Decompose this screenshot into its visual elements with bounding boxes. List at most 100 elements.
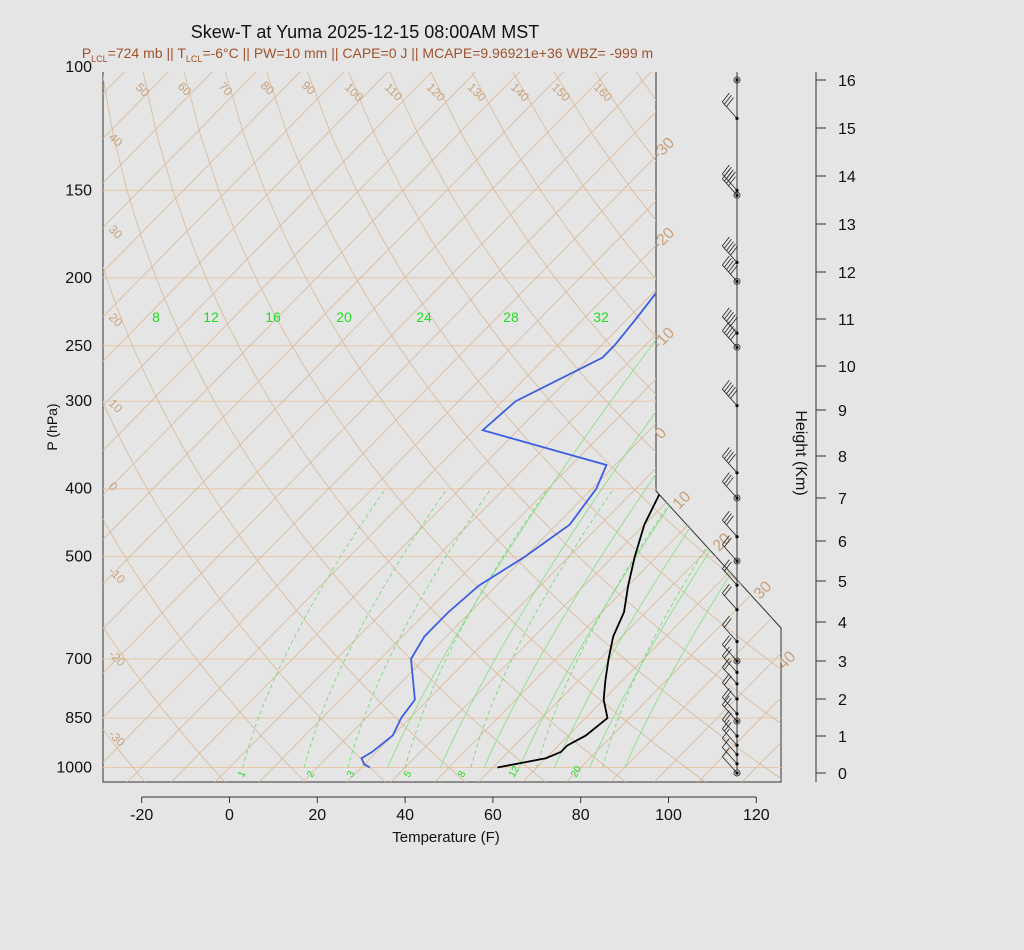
wind-level-marker [733,657,741,665]
wind-barb [722,520,738,537]
isotherm-line [390,72,781,782]
dry-adiabat [346,72,781,782]
wind-barb [722,667,738,685]
wind-barb [722,704,738,722]
wind-barb [722,178,738,196]
wind-barb-feather [722,164,730,175]
mixing-ratio-label: 20 [336,309,352,325]
dry-adiabat [387,72,781,782]
isotherm-label-left: 30 [106,222,126,242]
isotherm-line [103,72,601,782]
wind-barb-feather [724,309,732,320]
isotherm-line [170,72,781,782]
wind-barb-feather [726,241,734,251]
wind-level-marker [733,277,741,285]
wind-barb-feather [722,447,730,457]
isotherm-label-left: -30 [106,727,128,749]
wind-barb-feather [730,389,738,399]
wind-barb-feather [722,559,730,569]
wind-barb [722,697,738,715]
mixing-ratio-line [470,488,615,768]
isotherm-line [126,72,781,782]
isotherm-label-left: 10 [106,396,126,416]
wind-barb [722,728,738,746]
moist-adiabat [387,306,681,768]
dry-adiabat [103,72,146,782]
wind-barb-feather [724,449,732,459]
wind-barb-feather [728,454,736,464]
wind-barb-feather [724,258,732,268]
plot-frame [102,72,782,783]
subtitle-sub-t: LCL [185,53,203,64]
wind-barb-feather [726,515,734,526]
wind-barb-feather [722,472,730,482]
wind-barb-feather [722,688,730,698]
mixing-ratio-label-bottom: 8 [456,769,469,780]
dry-adiabat [103,72,306,782]
x-axis-label: Temperature (F) [392,829,500,846]
mixing-ratio-line [242,488,386,768]
mixing-ratio-label-bottom: 5 [402,769,415,780]
wind-barb-feather [724,586,732,596]
wind-barb [722,264,738,282]
height-tick-label: 4 [838,615,847,632]
wind-barb-feather [724,167,732,177]
isotherm-line [103,72,776,782]
wind-barb-feather [728,386,736,397]
wind-barb-feather [728,314,736,324]
wind-level-marker [733,76,741,84]
wind-level-dot [735,78,739,82]
wind-barb [722,101,738,119]
wind-barb-feather [722,747,730,757]
pressure-tick-label: 100 [65,59,92,76]
wind-barb [722,456,738,474]
pressure-tick-label: 850 [65,710,92,727]
mixing-ratio-label: 16 [265,309,281,325]
dry-adiabat [427,72,781,782]
isotherm-label: 140 [508,80,532,104]
wind-barb-feather [728,243,736,254]
wind-barb [722,737,738,755]
dry-adiabat [103,72,467,782]
height-tick-label: 14 [838,169,856,186]
wind-level-marker [733,769,741,777]
wind-level-marker [733,191,741,199]
mixing-ratio-label: 12 [203,309,219,325]
pressure-tick-label: 150 [65,182,92,199]
wind-barb [722,568,738,586]
pressure-tick-label: 400 [65,481,92,498]
height-tick-label: 10 [838,359,856,376]
height-tick-label: 11 [838,312,855,329]
height-tick-label: 2 [838,692,847,709]
mixing-ratio-label-bottom: 12 [507,764,522,780]
dry-adiabat [223,72,781,782]
isotherm-line [609,72,781,782]
height-tick-label: 3 [838,654,847,671]
isotherm-label-right: 10 [670,488,695,513]
wind-barb-feather [722,307,730,317]
height-tick-label: 5 [838,574,847,591]
isotherm-line [786,35,1024,782]
height-tick-label: 15 [838,121,856,138]
chart-subtitle: PLCL=724 mb || TLCL=-6°C || PW=10 mm || … [0,45,735,64]
mixing-ratio-label: 24 [416,309,432,325]
height-tick-label: 6 [838,534,847,551]
isotherm-line [829,35,1024,782]
dry-adiabat [305,72,781,782]
wind-level-marker [733,343,741,351]
moist-adiabat [624,306,781,768]
isotherm-label: 110 [382,80,406,104]
isotherm-label: 60 [175,79,195,99]
x-tick-label: 20 [308,807,326,824]
dry-adiabat [141,72,627,782]
wind-barb-feather [722,673,730,683]
isotherm-line [103,72,513,782]
plot-area [103,35,1024,782]
wind-barb [722,747,738,765]
isotherm-label: 90 [299,78,319,98]
wind-barb-feather [722,738,730,748]
wind-barb-feather [726,384,734,395]
wind-barb-feather [726,476,734,487]
x-tick-label: -20 [130,807,153,824]
wind-barb-feather [728,171,736,182]
